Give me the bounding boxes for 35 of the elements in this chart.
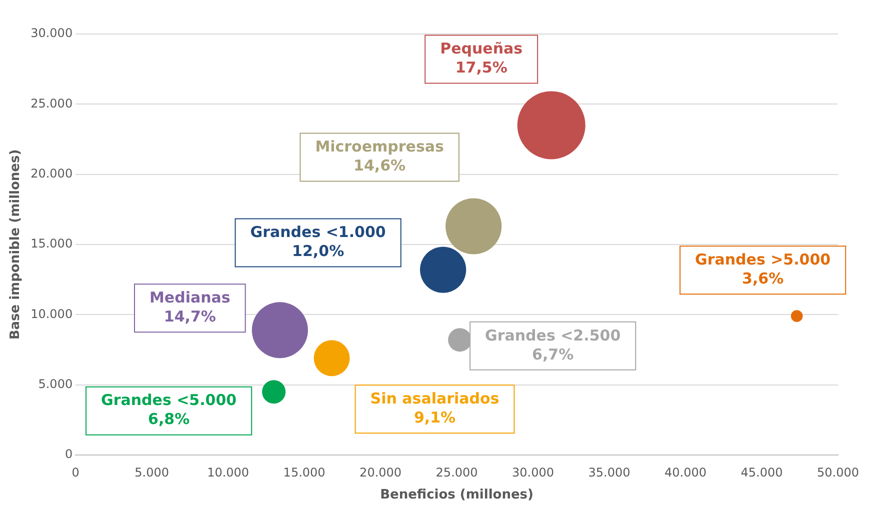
annotation: 14,6% — [354, 156, 406, 175]
text: Pequeñas — [440, 40, 523, 58]
annotation: 6,8% — [148, 410, 190, 428]
annotation: 17,5% — [455, 58, 508, 77]
y-tick-label: 0 — [64, 447, 73, 462]
x-tick-label: 40.000 — [664, 465, 707, 480]
x-tick-label: 5.000 — [134, 465, 170, 480]
x-axis-title: Beneficios (millones) — [380, 488, 534, 503]
x-tick-label: 30.000 — [512, 465, 554, 480]
x-tick-label: 15.000 — [283, 465, 326, 480]
y-tick-label: 30.000 — [30, 26, 73, 40]
annotation: 6,7% — [532, 345, 574, 364]
x-tick-label: 10.000 — [207, 465, 250, 480]
series-label: Grandes <2.500 — [485, 326, 621, 344]
series-label: Medianas — [149, 288, 230, 306]
annotation: 12,0% — [292, 242, 344, 260]
annotation: 14,7% — [164, 307, 216, 326]
x-tick-label: 50.000 — [817, 465, 859, 480]
y-tick-label: 15.000 — [30, 236, 73, 251]
y-tick-label: 10.000 — [30, 306, 73, 321]
text: Microempresas — [315, 138, 444, 156]
series-label: Grandes <5.000 — [101, 391, 237, 410]
x-tick-label: 25.000 — [436, 465, 478, 480]
text: Grandes <1.000 — [250, 223, 386, 242]
y-tick-label: 5.000 — [38, 376, 73, 391]
x-tick-label: 20.000 — [360, 465, 402, 480]
annotation: 9,1% — [414, 408, 456, 427]
y-tick-label: 25.000 — [30, 96, 73, 110]
annotation: 3,6% — [742, 269, 784, 288]
text: Grandes >5.000 — [695, 250, 831, 268]
x-tick-label: 35.000 — [588, 465, 630, 480]
x-tick-label: 45.000 — [740, 465, 783, 480]
y-tick-label: 20.000 — [30, 166, 73, 180]
y-axis-title: Base imponible (millones) — [8, 149, 24, 340]
text: Sin asalariados — [370, 390, 500, 408]
